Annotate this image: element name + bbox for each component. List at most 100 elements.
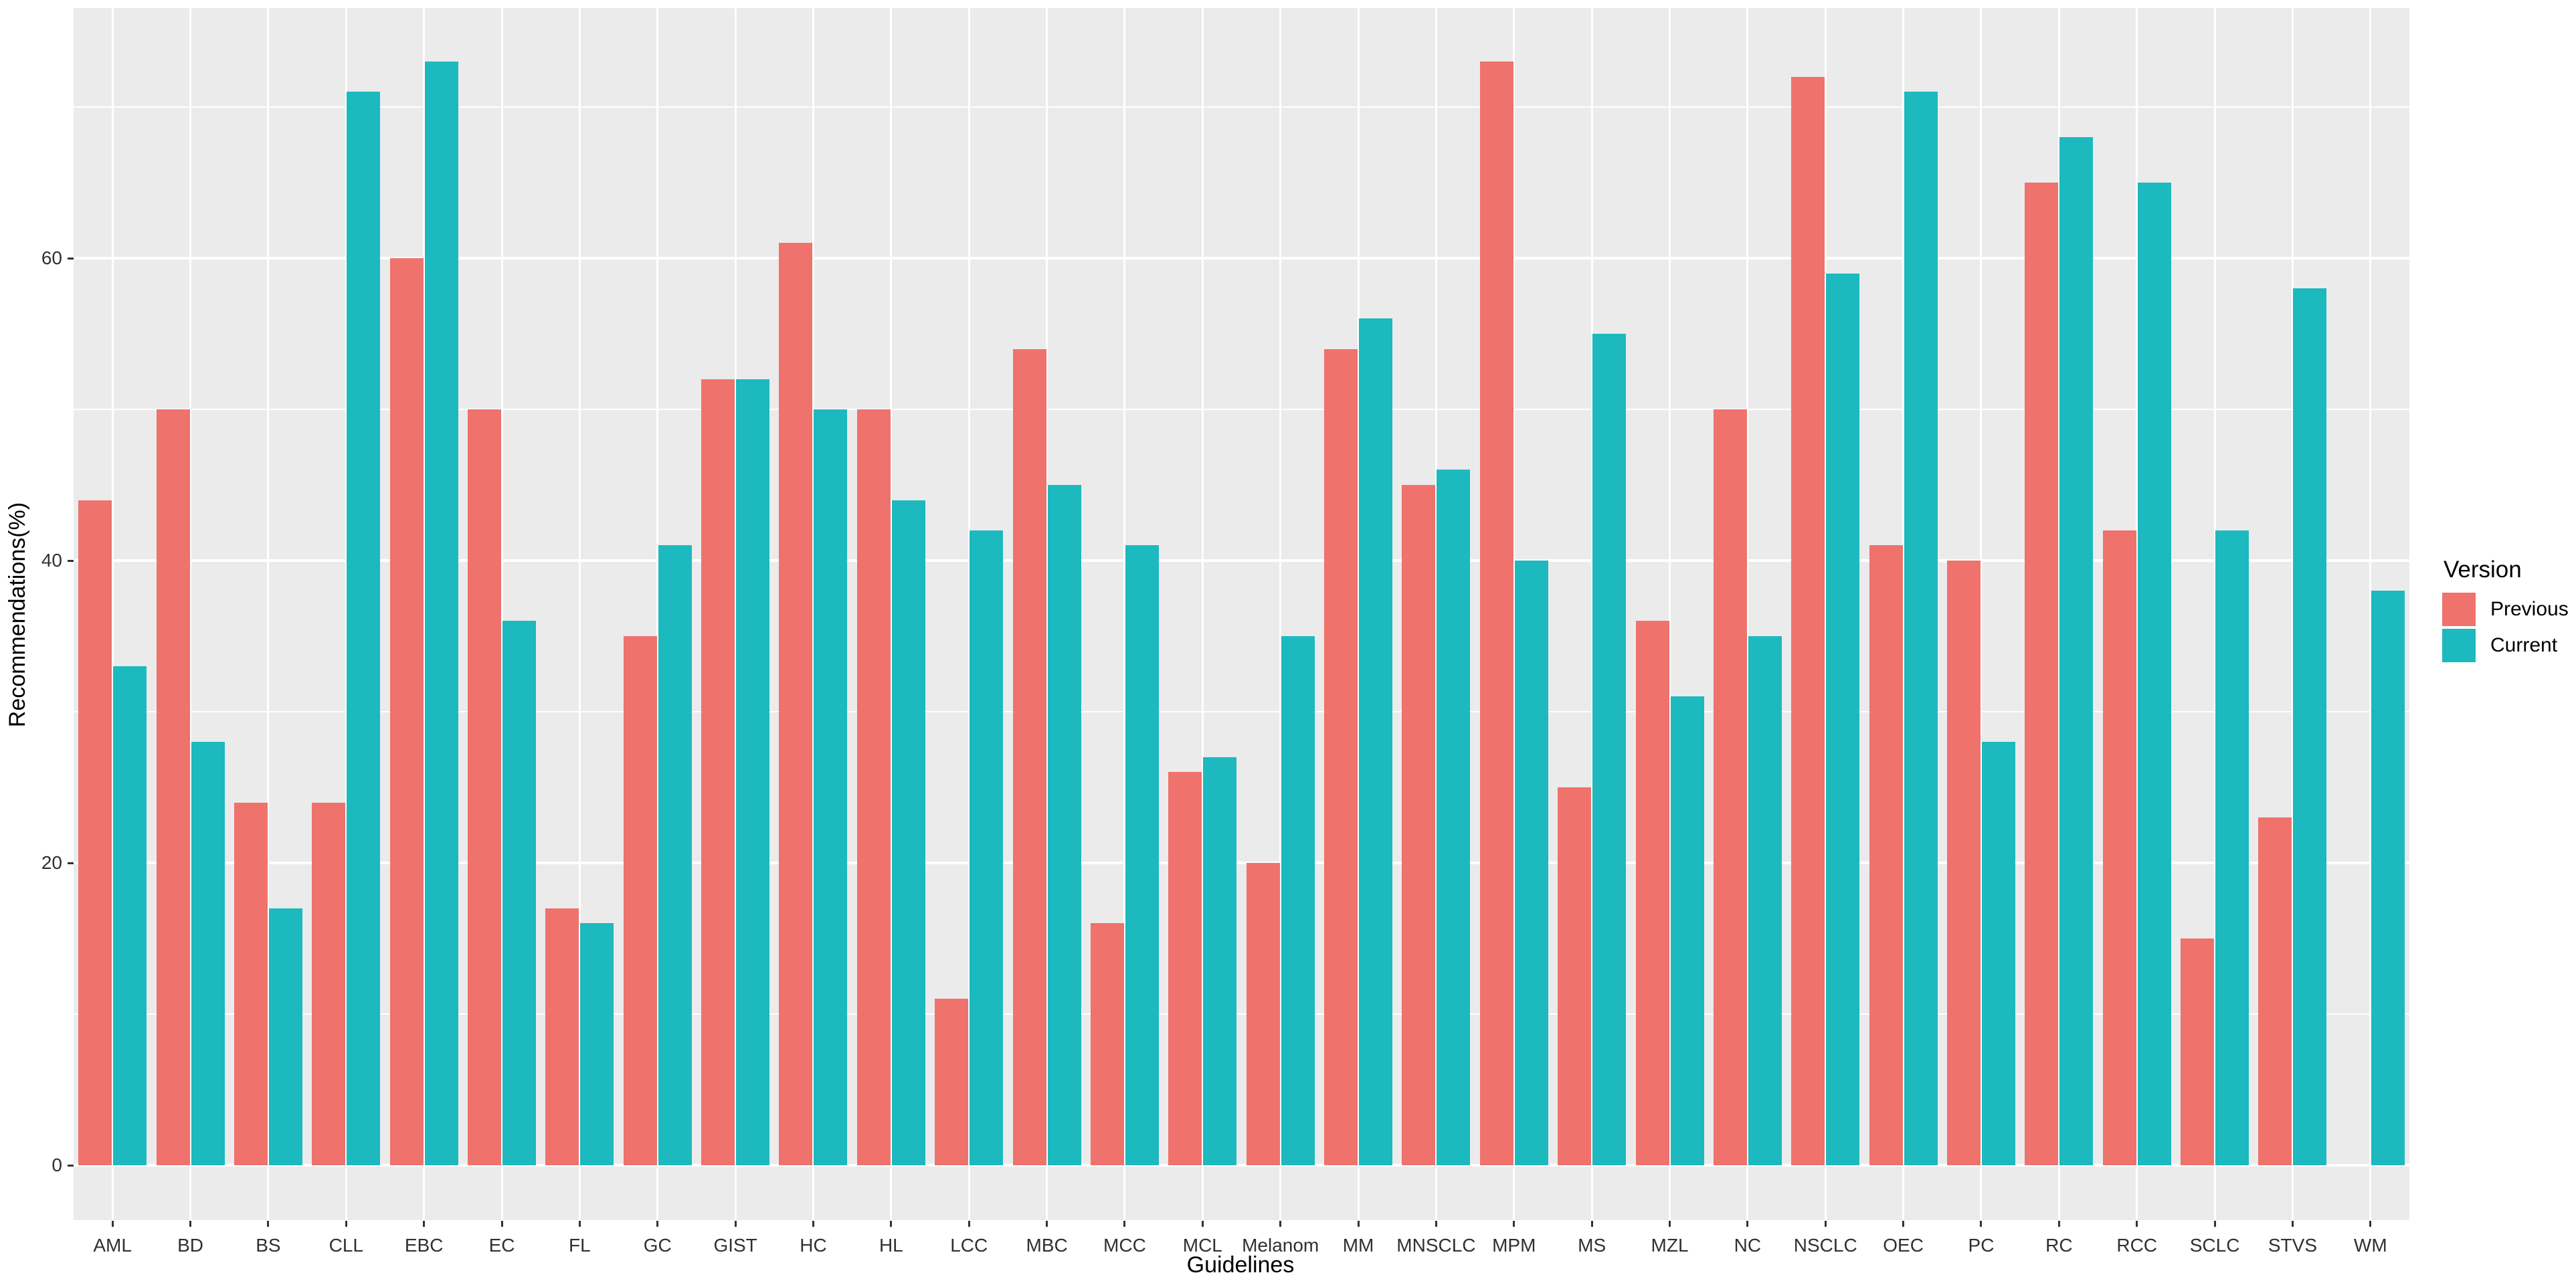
bar-current-MM xyxy=(1359,318,1393,1165)
bar-previous-BS xyxy=(234,802,268,1165)
gridline-major-x-RCC xyxy=(2136,8,2138,1220)
bar-current-Melanom xyxy=(1281,636,1315,1165)
x-tick-label-BD: BD xyxy=(177,1235,203,1256)
bar-current-BS xyxy=(268,908,302,1165)
legend-entry-previous: Previous xyxy=(2442,593,2576,626)
x-tick-label-BS: BS xyxy=(256,1235,281,1256)
bar-current-MNSCLC xyxy=(1437,470,1471,1165)
y-tick-label-40: 40 xyxy=(41,550,62,571)
gridline-major-y0 xyxy=(74,1164,2409,1167)
bar-current-FL xyxy=(580,923,614,1165)
bar-previous-EC xyxy=(468,409,502,1165)
gridline-major-x-MBC xyxy=(1046,8,1048,1220)
x-tick-label-FL: FL xyxy=(569,1235,591,1256)
y-tick-0 xyxy=(68,1164,74,1167)
bar-previous-OEC xyxy=(1869,545,1903,1165)
gridline-major-x-STVS xyxy=(2291,8,2294,1220)
bar-current-STVS xyxy=(2293,288,2327,1165)
x-tick-label-OEC: OEC xyxy=(1883,1235,1924,1256)
legend: Version Previous Current xyxy=(2442,557,2576,665)
x-tick-FL xyxy=(578,1221,581,1227)
x-tick-HL xyxy=(890,1221,893,1227)
bar-current-BD xyxy=(191,742,225,1165)
bar-previous-NC xyxy=(1713,409,1747,1165)
bar-current-LCC xyxy=(970,530,1004,1165)
legend-entries: Previous Current xyxy=(2442,593,2576,662)
gridline-major-x-WM xyxy=(2369,8,2372,1220)
gridline-minor-y10 xyxy=(74,1013,2409,1015)
x-tick-LCC xyxy=(968,1221,970,1227)
gridline-major-x-SCLC xyxy=(2213,8,2216,1220)
x-tick-label-GIST: GIST xyxy=(713,1235,757,1256)
y-tick-label-0: 0 xyxy=(52,1155,62,1175)
x-tick-RCC xyxy=(2136,1221,2138,1227)
gridline-major-x-HC xyxy=(812,8,814,1220)
gridline-major-x-HL xyxy=(890,8,893,1220)
gridline-major-x-MM xyxy=(1357,8,1360,1220)
x-tick-label-MNSCLC: MNSCLC xyxy=(1396,1235,1476,1256)
legend-swatch-current xyxy=(2442,629,2476,662)
gridline-major-x-BD xyxy=(189,8,192,1220)
x-tick-GIST xyxy=(734,1221,737,1227)
x-tick-EC xyxy=(500,1221,503,1227)
bar-previous-MM xyxy=(1324,349,1358,1165)
gridline-major-x-MCC xyxy=(1123,8,1126,1220)
bar-previous-Melanom xyxy=(1246,863,1280,1165)
gridline-major-x-PC xyxy=(1980,8,1983,1220)
x-tick-label-NSCLC: NSCLC xyxy=(1793,1235,1857,1256)
gridline-major-x-MS xyxy=(1590,8,1593,1220)
bar-current-WM xyxy=(2371,591,2405,1165)
x-axis-title: Guidelines xyxy=(1186,1252,1295,1278)
x-tick-label-AML: AML xyxy=(93,1235,132,1256)
x-tick-SCLC xyxy=(2213,1221,2216,1227)
x-tick-CLL xyxy=(345,1221,347,1227)
x-tick-PC xyxy=(1980,1221,1983,1227)
x-tick-label-MCL: MCL xyxy=(1182,1235,1222,1256)
x-tick-MPM xyxy=(1513,1221,1515,1227)
x-tick-label-HL: HL xyxy=(879,1235,903,1256)
bar-previous-NSCLC xyxy=(1791,76,1825,1165)
gridline-major-x-CLL xyxy=(345,8,347,1220)
bar-current-MCL xyxy=(1203,757,1237,1165)
x-tick-label-EBC: EBC xyxy=(404,1235,444,1256)
bar-current-CLL xyxy=(347,92,381,1165)
bar-current-MBC xyxy=(1047,485,1081,1165)
bar-current-MZL xyxy=(1670,696,1704,1165)
x-tick-label-SCLC: SCLC xyxy=(2189,1235,2240,1256)
x-tick-MZL xyxy=(1669,1221,1671,1227)
x-tick-WM xyxy=(2369,1221,2372,1227)
x-tick-EBC xyxy=(423,1221,426,1227)
bar-previous-SCLC xyxy=(2181,939,2215,1165)
x-tick-AML xyxy=(111,1221,114,1227)
gridline-major-x-Melanom xyxy=(1279,8,1282,1220)
bar-previous-HC xyxy=(779,243,813,1165)
bar-previous-PC xyxy=(1946,561,1981,1165)
gridline-major-x-MCL xyxy=(1201,8,1204,1220)
bar-previous-MNSCLC xyxy=(1402,485,1436,1165)
bar-current-GIST xyxy=(736,379,770,1165)
gridline-major-x-BS xyxy=(267,8,270,1220)
gridline-minor-y50 xyxy=(74,409,2409,410)
x-tick-label-Melanom: Melanom xyxy=(1242,1235,1319,1256)
bar-previous-AML xyxy=(78,500,112,1165)
x-tick-label-MPM: MPM xyxy=(1492,1235,1536,1256)
bar-current-EBC xyxy=(424,62,458,1165)
gridline-major-x-OEC xyxy=(1902,8,1905,1220)
x-tick-RC xyxy=(2057,1221,2060,1227)
x-tick-label-RCC: RCC xyxy=(2116,1235,2158,1256)
gridline-major-x-RC xyxy=(2057,8,2060,1220)
bar-previous-GC xyxy=(623,636,657,1165)
x-tick-label-CLL: CLL xyxy=(329,1235,363,1256)
gridline-major-x-MNSCLC xyxy=(1435,8,1437,1220)
x-tick-label-HC: HC xyxy=(800,1235,827,1256)
gridline-major-x-EC xyxy=(500,8,503,1220)
x-tick-label-PC: PC xyxy=(1968,1235,1995,1256)
gridline-minor-y30 xyxy=(74,711,2409,712)
x-tick-MNSCLC xyxy=(1435,1221,1437,1227)
gridline-major-x-MPM xyxy=(1513,8,1515,1220)
bar-current-HC xyxy=(814,409,848,1165)
bar-previous-STVS xyxy=(2258,817,2292,1165)
x-tick-label-STVS: STVS xyxy=(2268,1235,2317,1256)
x-tick-label-EC: EC xyxy=(488,1235,515,1256)
